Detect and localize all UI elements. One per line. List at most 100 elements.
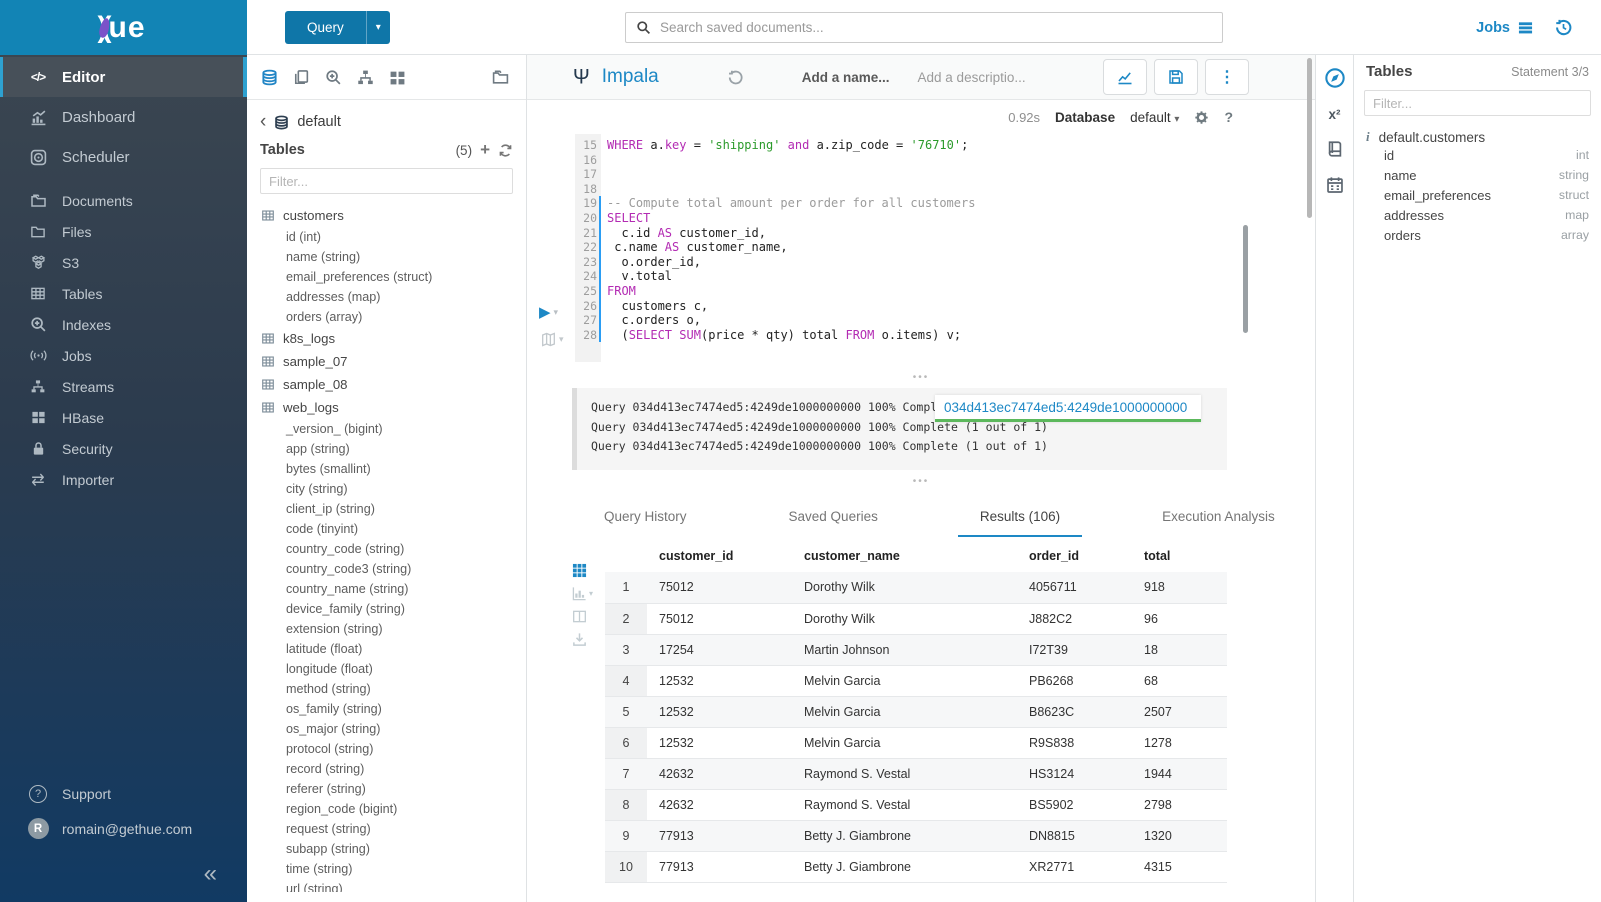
assist-column[interactable]: bytes (smallint): [286, 462, 371, 476]
active-table-row[interactable]: i default.customers: [1354, 116, 1601, 145]
history-icon[interactable]: [1554, 18, 1573, 37]
assist-column[interactable]: latitude (float): [286, 642, 363, 656]
assist-column[interactable]: id (int): [286, 230, 321, 244]
assist-column[interactable]: client_ip (string): [286, 502, 375, 516]
assist-column[interactable]: url (string): [286, 882, 343, 892]
assist-table-customers[interactable]: customers: [247, 204, 526, 227]
create-table-button[interactable]: +: [480, 140, 490, 159]
table-filter-input[interactable]: [269, 173, 504, 189]
assist-column[interactable]: record (string): [286, 762, 365, 776]
assist-table-sample_08[interactable]: sample_08: [247, 373, 526, 396]
breadcrumb-database-name[interactable]: default: [297, 114, 341, 130]
editor-resize-handle[interactable]: •••: [912, 372, 930, 383]
table-filter[interactable]: [260, 168, 513, 194]
sidebar-item-scheduler[interactable]: Scheduler: [0, 137, 247, 177]
sidebar-item-dashboard[interactable]: Dashboard: [0, 97, 247, 137]
schedule-icon[interactable]: [1326, 176, 1344, 194]
assist-column[interactable]: method (string): [286, 682, 371, 696]
sidebar-item-user[interactable]: R romain@gethue.com: [0, 811, 247, 846]
code-editor[interactable]: 15 16 17 18 19 20 21 22 23 24 25 26 27 28 WHERE a.key…: [527, 134, 1315, 368]
hue-logo[interactable]: ()ue: [0, 0, 247, 55]
sidebar-item-security[interactable]: Security: [0, 433, 247, 464]
documents-source-icon[interactable]: [293, 69, 310, 86]
assist-column[interactable]: code (tinyint): [286, 522, 359, 536]
document-search[interactable]: [625, 12, 1223, 43]
right-table-filter[interactable]: [1364, 90, 1591, 116]
assist-column[interactable]: orders (array): [286, 310, 363, 324]
assist-table-sample_07[interactable]: sample_07: [247, 350, 526, 373]
page-scrollbar[interactable]: [1307, 58, 1312, 218]
sidebar-item-files[interactable]: Files: [0, 216, 247, 247]
assist-column[interactable]: protocol (string): [286, 742, 374, 756]
minimap-icon[interactable]: ▾: [541, 332, 564, 347]
log-resize-handle[interactable]: •••: [912, 476, 930, 487]
result-column-header[interactable]: customer_name: [804, 549, 900, 563]
query-description-field[interactable]: Add a descriptio...: [917, 69, 1026, 85]
result-column-header[interactable]: order_id: [1029, 549, 1080, 563]
tab-execution-analysis[interactable]: Execution Analysis: [1162, 509, 1275, 524]
help-icon[interactable]: ?: [1224, 109, 1233, 125]
assist-column[interactable]: longitude (float): [286, 662, 373, 676]
assist-column[interactable]: country_code3 (string): [286, 562, 412, 576]
right-column-addresses[interactable]: addresses map: [1384, 207, 1589, 223]
execute-button[interactable]: ▶ ▾: [539, 304, 559, 321]
chart-view-icon[interactable]: ▾: [572, 586, 593, 601]
language-reference-icon[interactable]: [1326, 140, 1344, 158]
tab-query-history[interactable]: Query History: [604, 509, 687, 524]
tab-saved-queries[interactable]: Saved Queries: [788, 509, 878, 524]
assist-column[interactable]: device_family (string): [286, 602, 405, 616]
assist-column[interactable]: name (string): [286, 250, 361, 264]
more-actions-button[interactable]: ⋮: [1205, 59, 1249, 95]
new-query-button[interactable]: Query ▾: [285, 11, 390, 44]
assist-column[interactable]: request (string): [286, 822, 371, 836]
columns-view-icon[interactable]: [572, 609, 587, 624]
sidebar-item-importer[interactable]: ⇄ Importer: [0, 464, 247, 495]
query-history-icon[interactable]: [727, 69, 744, 86]
assist-column[interactable]: time (string): [286, 862, 353, 876]
sidebar-item-documents[interactable]: Documents: [0, 185, 247, 216]
database-selector[interactable]: default ▾: [1130, 109, 1180, 125]
settings-gear-icon[interactable]: [1194, 110, 1209, 125]
result-column-header[interactable]: customer_id: [659, 549, 734, 563]
sidebar-item-indexes[interactable]: Indexes: [0, 309, 247, 340]
sidebar-item-s3[interactable]: S3: [0, 247, 247, 278]
result-column-header[interactable]: total: [1144, 549, 1171, 563]
right-column-id[interactable]: id int: [1384, 147, 1589, 163]
databases-source-icon[interactable]: [261, 69, 278, 86]
assist-column[interactable]: extension (string): [286, 622, 383, 636]
collapse-sidebar-button[interactable]: «: [203, 860, 217, 887]
hbase-source-icon[interactable]: [389, 69, 406, 86]
assist-column[interactable]: os_major (string): [286, 722, 381, 736]
sidebar-item-editor[interactable]: </> Editor: [0, 57, 247, 97]
search-input[interactable]: [660, 20, 1212, 35]
functions-icon[interactable]: x²: [1328, 107, 1341, 122]
assist-table-k8s_logs[interactable]: k8s_logs: [247, 327, 526, 350]
assist-column[interactable]: country_code (string): [286, 542, 405, 556]
right-column-orders[interactable]: orders array: [1384, 227, 1589, 243]
right-filter-input[interactable]: [1373, 95, 1582, 111]
download-icon[interactable]: [572, 632, 587, 647]
assist-column[interactable]: addresses (map): [286, 290, 381, 304]
tab-results-106-[interactable]: Results (106): [957, 509, 1083, 537]
sidebar-item-jobs[interactable]: Jobs: [0, 340, 247, 371]
editor-assistant-icon[interactable]: [1324, 67, 1346, 89]
assist-column[interactable]: subapp (string): [286, 842, 370, 856]
assist-column[interactable]: os_family (string): [286, 702, 382, 716]
query-id-link[interactable]: 034d413ec7474ed5:4249de1000000000: [935, 395, 1201, 422]
assist-column[interactable]: country_name (string): [286, 582, 409, 596]
right-column-email_preferences[interactable]: email_preferences struct: [1384, 187, 1589, 203]
chart-settings-button[interactable]: [1103, 59, 1147, 95]
assist-column[interactable]: email_preferences (struct): [286, 270, 433, 284]
editor-scrollbar[interactable]: [1243, 225, 1248, 333]
save-button[interactable]: [1154, 59, 1198, 95]
jobs-link[interactable]: Jobs: [1476, 20, 1534, 36]
assist-column[interactable]: city (string): [286, 482, 348, 496]
grid-view-icon[interactable]: [572, 563, 587, 578]
assist-table-web_logs[interactable]: web_logs: [247, 396, 526, 419]
sidebar-item-support[interactable]: ? Support: [0, 776, 247, 811]
assist-column[interactable]: referer (string): [286, 782, 366, 796]
info-icon[interactable]: i: [1366, 129, 1370, 144]
refresh-icon[interactable]: [498, 143, 513, 158]
sidebar-item-hbase[interactable]: HBase: [0, 402, 247, 433]
assist-column[interactable]: region_code (bigint): [286, 802, 398, 816]
